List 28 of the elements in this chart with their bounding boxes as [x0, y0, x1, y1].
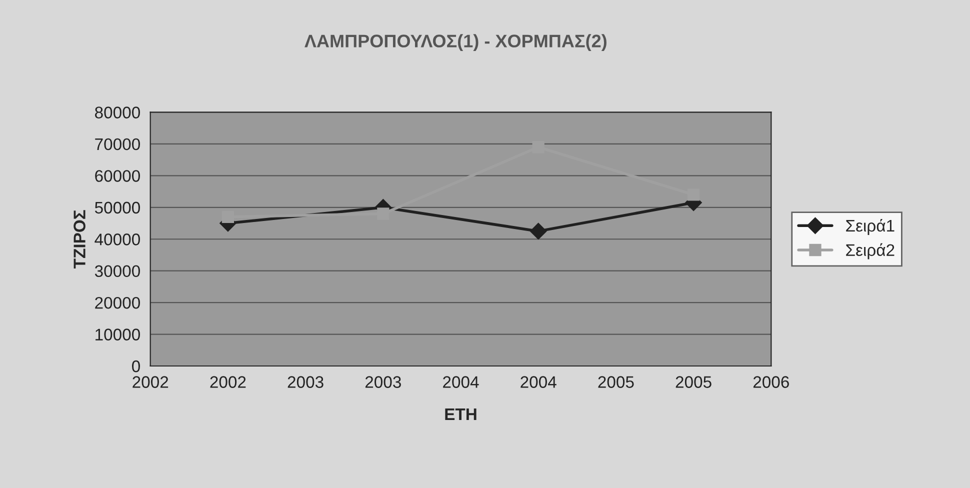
x-tick-label: 2005: [676, 376, 712, 388]
y-tick-label: 20000: [95, 296, 140, 309]
point: [530, 222, 547, 240]
y-tick-label: 10000: [96, 328, 140, 340]
y-tick-label: 30000: [94, 265, 140, 278]
x-axis-title: ΕΤΗ: [445, 408, 476, 420]
legend-label: Σειρά1: [846, 218, 894, 235]
y-tick-label: 0: [132, 360, 140, 372]
x-tick-label: 2004: [443, 376, 479, 388]
x-tick-label: 2002: [210, 376, 246, 388]
y-tick-label: 60000: [95, 170, 140, 182]
x-tick-label: 2003: [288, 376, 324, 388]
y-tick-label: 70000: [95, 138, 140, 150]
y-tick-label: 50000: [94, 202, 140, 214]
y-axis-title: ΤΖΙΡΟΣ: [74, 210, 86, 268]
x-tick-label: 2005: [598, 376, 634, 388]
y-tick-label: 80000: [95, 106, 140, 118]
chart-title: ΛΑΜΠΡΟΠΟΥΛΟΣ(1) - ΧΟΡΜΠΑΣ(2): [304, 34, 606, 51]
x-tick-label: 2002: [132, 376, 168, 388]
x-tick-label: 2003: [365, 376, 401, 388]
point: [532, 141, 544, 154]
y-tick-label: 40000: [94, 234, 140, 246]
point: [222, 210, 234, 223]
point: [687, 188, 700, 201]
x-tick-label: 2004: [520, 376, 556, 388]
x-tick-label: 2006: [753, 376, 789, 388]
point: [377, 208, 390, 220]
legend-label: Σειρά2: [846, 243, 894, 260]
